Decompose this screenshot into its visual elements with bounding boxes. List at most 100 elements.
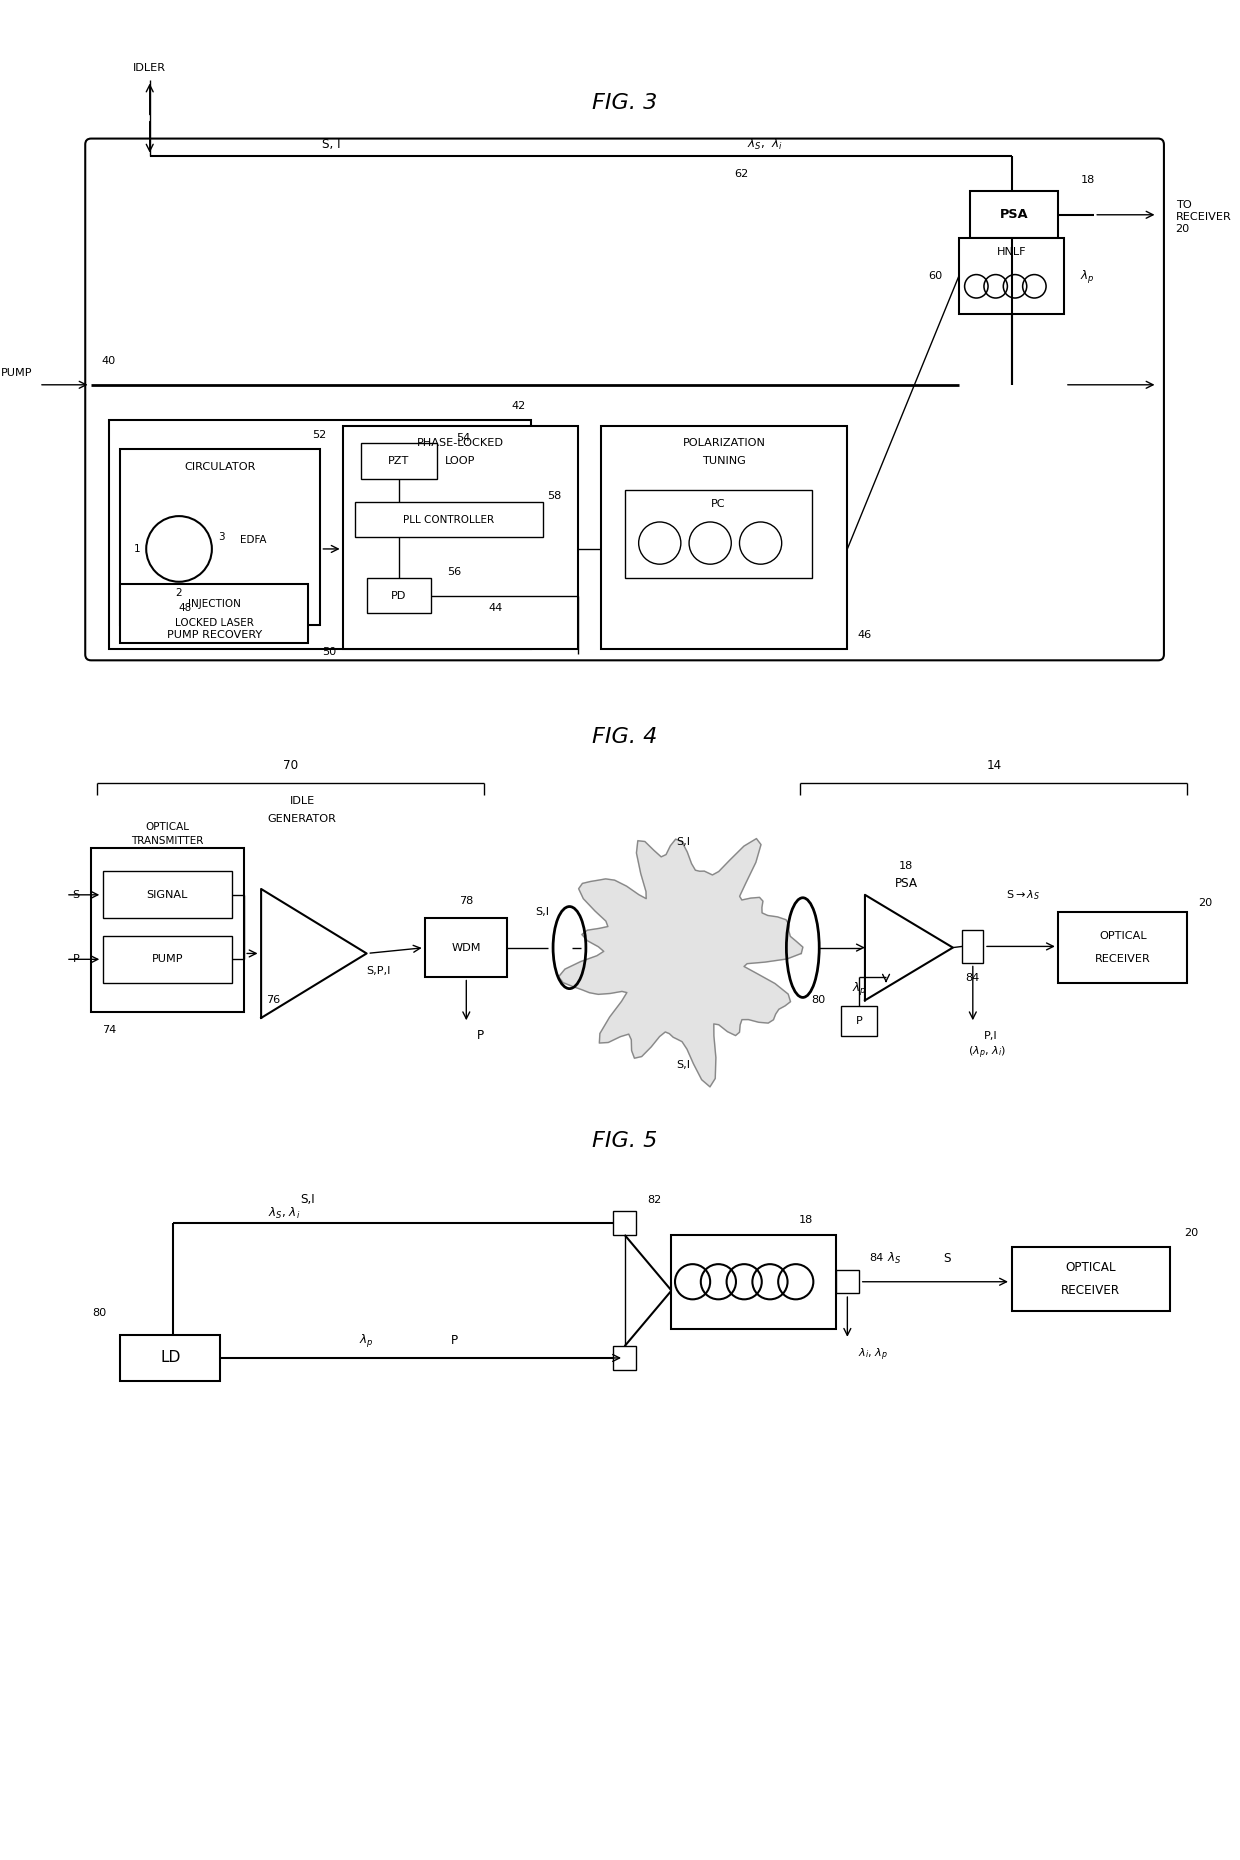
Bar bbox=[971, 192, 1059, 238]
Text: OPTICAL: OPTICAL bbox=[1099, 930, 1147, 941]
Text: RECEIVER: RECEIVER bbox=[1176, 212, 1231, 221]
Text: 60: 60 bbox=[929, 272, 942, 281]
Text: $\lambda_S$, $\lambda_i$: $\lambda_S$, $\lambda_i$ bbox=[268, 1205, 301, 1222]
Text: $\lambda_S$,  $\lambda_i$: $\lambda_S$, $\lambda_i$ bbox=[748, 138, 784, 153]
Text: PD: PD bbox=[391, 591, 407, 601]
Text: LOCKED LASER: LOCKED LASER bbox=[175, 618, 254, 629]
Text: 1: 1 bbox=[134, 543, 140, 554]
Text: 56: 56 bbox=[448, 567, 461, 577]
Bar bbox=[601, 426, 847, 649]
Text: PC: PC bbox=[711, 498, 725, 510]
Text: FIG. 5: FIG. 5 bbox=[591, 1131, 657, 1151]
Text: SIGNAL: SIGNAL bbox=[146, 889, 188, 900]
Text: 20: 20 bbox=[1176, 223, 1190, 234]
Text: 42: 42 bbox=[512, 402, 526, 411]
Text: 14: 14 bbox=[986, 759, 1002, 772]
Text: S$\rightarrow\lambda_S$: S$\rightarrow\lambda_S$ bbox=[1006, 887, 1040, 902]
Text: 80: 80 bbox=[92, 1308, 107, 1319]
Text: $\lambda_p$: $\lambda_p$ bbox=[852, 980, 867, 997]
Text: P,I: P,I bbox=[983, 1030, 997, 1040]
Text: S,I: S,I bbox=[676, 1060, 691, 1069]
Polygon shape bbox=[559, 839, 802, 1086]
Text: P: P bbox=[477, 1029, 484, 1042]
Text: $\lambda_i$, $\lambda_p$: $\lambda_i$, $\lambda_p$ bbox=[858, 1347, 888, 1363]
Bar bbox=[120, 584, 308, 644]
Text: S,I: S,I bbox=[536, 908, 549, 917]
Bar bbox=[959, 238, 1064, 314]
Bar bbox=[962, 930, 983, 963]
Text: P: P bbox=[451, 1334, 458, 1347]
Text: 62: 62 bbox=[735, 169, 749, 179]
Text: 2: 2 bbox=[176, 588, 182, 599]
Text: RECEIVER: RECEIVER bbox=[1061, 1283, 1120, 1296]
Bar bbox=[1059, 913, 1188, 982]
Text: TO: TO bbox=[1176, 201, 1192, 210]
Text: 18: 18 bbox=[1080, 175, 1095, 184]
Bar bbox=[842, 1006, 877, 1036]
Text: 54: 54 bbox=[455, 433, 470, 443]
Bar bbox=[109, 420, 531, 649]
Text: 80: 80 bbox=[811, 995, 825, 1006]
Text: WDM: WDM bbox=[451, 943, 481, 952]
Text: INJECTION: INJECTION bbox=[187, 599, 241, 608]
Text: 52: 52 bbox=[312, 430, 327, 441]
Bar bbox=[343, 426, 578, 649]
Text: LOOP: LOOP bbox=[445, 456, 476, 467]
Text: 40: 40 bbox=[102, 357, 115, 366]
Text: PZT: PZT bbox=[388, 456, 409, 467]
Text: FIG. 4: FIG. 4 bbox=[591, 727, 657, 746]
Text: TRANSMITTER: TRANSMITTER bbox=[131, 835, 203, 846]
Bar bbox=[1012, 1246, 1169, 1311]
Text: 58: 58 bbox=[547, 491, 562, 500]
Bar bbox=[625, 491, 812, 578]
Bar bbox=[355, 502, 543, 538]
FancyBboxPatch shape bbox=[86, 140, 1164, 660]
Text: PUMP: PUMP bbox=[1, 368, 32, 378]
Text: 3: 3 bbox=[218, 532, 224, 543]
Text: 74: 74 bbox=[102, 1025, 115, 1034]
Text: OPTICAL: OPTICAL bbox=[145, 822, 190, 831]
Text: P: P bbox=[856, 1016, 863, 1027]
Text: RECEIVER: RECEIVER bbox=[1095, 954, 1151, 963]
Text: OPTICAL: OPTICAL bbox=[1065, 1261, 1116, 1274]
Text: GENERATOR: GENERATOR bbox=[268, 813, 336, 824]
Text: POLARIZATION: POLARIZATION bbox=[683, 439, 765, 448]
Text: S, I: S, I bbox=[322, 138, 341, 151]
Bar bbox=[120, 450, 320, 625]
Bar bbox=[103, 870, 232, 919]
Text: IDLER: IDLER bbox=[133, 63, 166, 73]
Polygon shape bbox=[262, 889, 367, 1017]
Text: ($\lambda_p$, $\lambda_i$): ($\lambda_p$, $\lambda_i$) bbox=[968, 1045, 1006, 1062]
Text: PUMP: PUMP bbox=[151, 954, 184, 963]
Bar bbox=[361, 443, 436, 478]
Bar bbox=[120, 1334, 219, 1382]
Text: S: S bbox=[72, 889, 79, 900]
Text: P: P bbox=[73, 954, 79, 963]
Bar bbox=[425, 919, 507, 977]
Text: FIG. 3: FIG. 3 bbox=[591, 93, 657, 113]
Text: LD: LD bbox=[160, 1350, 181, 1365]
Text: PUMP RECOVERY: PUMP RECOVERY bbox=[167, 629, 263, 640]
Text: 46: 46 bbox=[858, 629, 872, 640]
Bar bbox=[836, 1270, 859, 1293]
Text: PSA: PSA bbox=[1001, 208, 1029, 221]
Text: 48: 48 bbox=[179, 603, 191, 612]
Bar bbox=[672, 1235, 836, 1328]
Text: 70: 70 bbox=[283, 759, 298, 772]
Text: 50: 50 bbox=[322, 647, 336, 657]
Text: TUNING: TUNING bbox=[702, 456, 746, 467]
Text: EDFA: EDFA bbox=[239, 534, 267, 545]
Text: $\lambda_p$: $\lambda_p$ bbox=[360, 1332, 374, 1348]
Bar bbox=[367, 578, 432, 614]
Polygon shape bbox=[866, 895, 952, 1001]
Text: 44: 44 bbox=[489, 603, 502, 612]
Text: S,I: S,I bbox=[300, 1192, 315, 1205]
Text: 20: 20 bbox=[1184, 1228, 1198, 1237]
Text: 18: 18 bbox=[800, 1215, 813, 1224]
Text: S: S bbox=[944, 1252, 951, 1265]
Bar bbox=[613, 1347, 636, 1369]
Text: S,P,I: S,P,I bbox=[366, 965, 391, 976]
Text: PLL CONTROLLER: PLL CONTROLLER bbox=[403, 515, 495, 525]
Text: 84: 84 bbox=[869, 1254, 884, 1263]
Text: 20: 20 bbox=[1198, 898, 1211, 908]
